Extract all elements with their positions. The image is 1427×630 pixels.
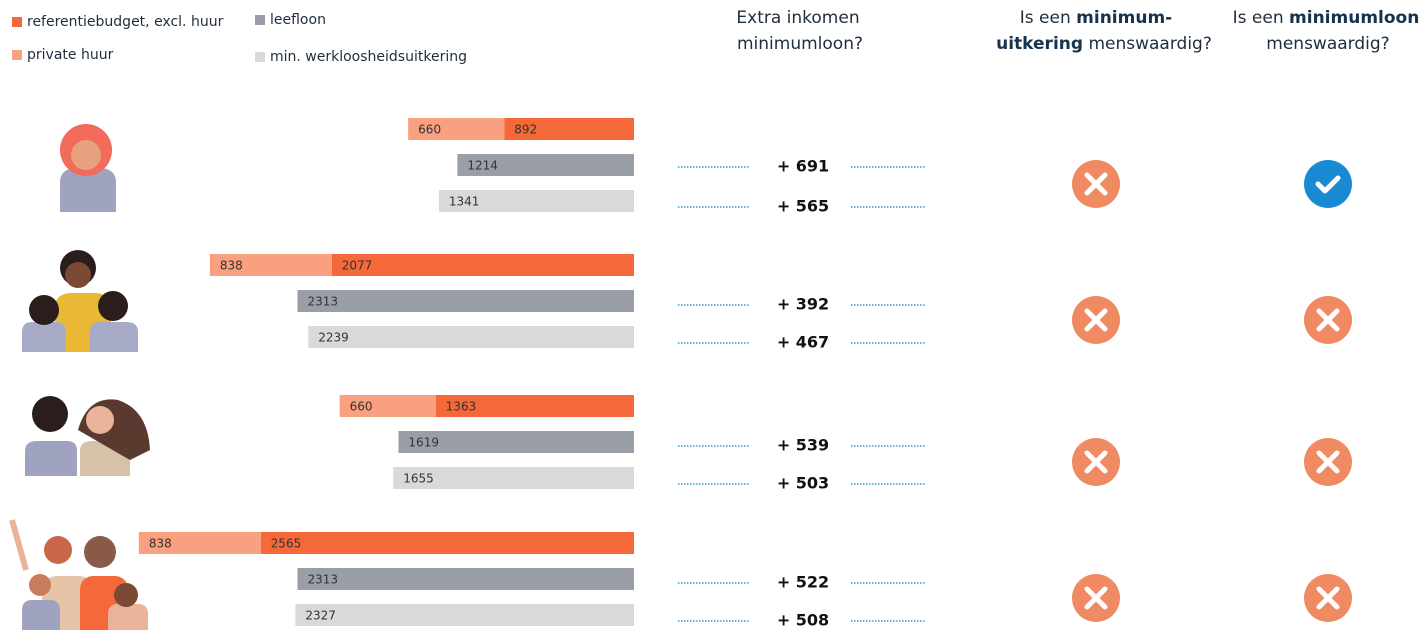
bar (308, 326, 634, 348)
column-header: uitkering menswaardig? (996, 34, 1212, 54)
column-header: Is een minimum- (1020, 8, 1172, 28)
header-part: minimum- (1076, 8, 1172, 28)
header-part: minimumloon (1289, 8, 1419, 28)
legend-label: private huur (27, 47, 114, 63)
bar-label: 1655 (403, 472, 434, 486)
header-part: menswaardig? (1083, 34, 1212, 54)
legend-swatch (255, 52, 265, 62)
column-header: Extra inkomen (736, 8, 859, 28)
person-icon (22, 250, 138, 352)
column-header: menswaardig? (1266, 34, 1389, 54)
bar (297, 290, 634, 312)
legend-label: min. werkloosheidsuitkering (270, 49, 467, 65)
bar-label: 2565 (271, 537, 302, 551)
legend-swatch (12, 50, 22, 60)
legend-swatch (12, 17, 22, 27)
bar-label: 2239 (318, 331, 349, 345)
legend-label: leefloon (270, 12, 326, 28)
infographic: Extra inkomen minimumloon? Is een minimu… (0, 0, 1427, 630)
extra-income: + 392 (777, 295, 829, 314)
cross-icon (1072, 574, 1120, 622)
bar-label: 838 (149, 537, 172, 551)
person-icon (25, 396, 150, 476)
bar-label: 660 (418, 123, 441, 137)
bar-label: 2327 (305, 609, 336, 623)
bar (297, 568, 634, 590)
icon-circle (1304, 160, 1352, 208)
column-header: minimumloon? (737, 34, 863, 54)
extra-income: + 565 (777, 197, 829, 216)
extra-income: + 508 (777, 611, 829, 630)
cross-icon (1304, 574, 1352, 622)
cross-icon (1072, 160, 1120, 208)
legend-swatch (255, 15, 265, 25)
extra-income: + 503 (777, 474, 829, 493)
cross-icon (1304, 296, 1352, 344)
header-part: Is een (1233, 8, 1289, 28)
extra-income: + 691 (777, 157, 829, 176)
bar-label: 2313 (307, 573, 338, 587)
bar-label: 892 (514, 123, 537, 137)
cross-icon (1072, 438, 1120, 486)
people-illustrations (12, 124, 150, 630)
extra-income: + 539 (777, 436, 829, 455)
bar-label: 1214 (467, 159, 498, 173)
bar-label: 2313 (307, 295, 338, 309)
bar (261, 532, 634, 554)
person-icon (60, 124, 116, 212)
header-part: uitkering (996, 34, 1083, 54)
column-header: Is een minimumloon (1233, 8, 1420, 28)
bar-label: 660 (350, 400, 373, 414)
legend-label: referentiebudget, excl. huur (27, 14, 224, 30)
cross-icon (1304, 438, 1352, 486)
bar (295, 604, 634, 626)
extra-income: + 467 (777, 333, 829, 352)
bar-label: 838 (220, 259, 243, 273)
check-icon (1304, 160, 1352, 208)
bar (332, 254, 634, 276)
extra-income: + 522 (777, 573, 829, 592)
header-part: Is een (1020, 8, 1076, 28)
bar-label: 1341 (449, 195, 480, 209)
person-icon (12, 520, 148, 630)
cross-icon (1072, 296, 1120, 344)
bar-label: 1363 (446, 400, 477, 414)
bar-label: 2077 (342, 259, 373, 273)
bar-label: 1619 (408, 436, 439, 450)
